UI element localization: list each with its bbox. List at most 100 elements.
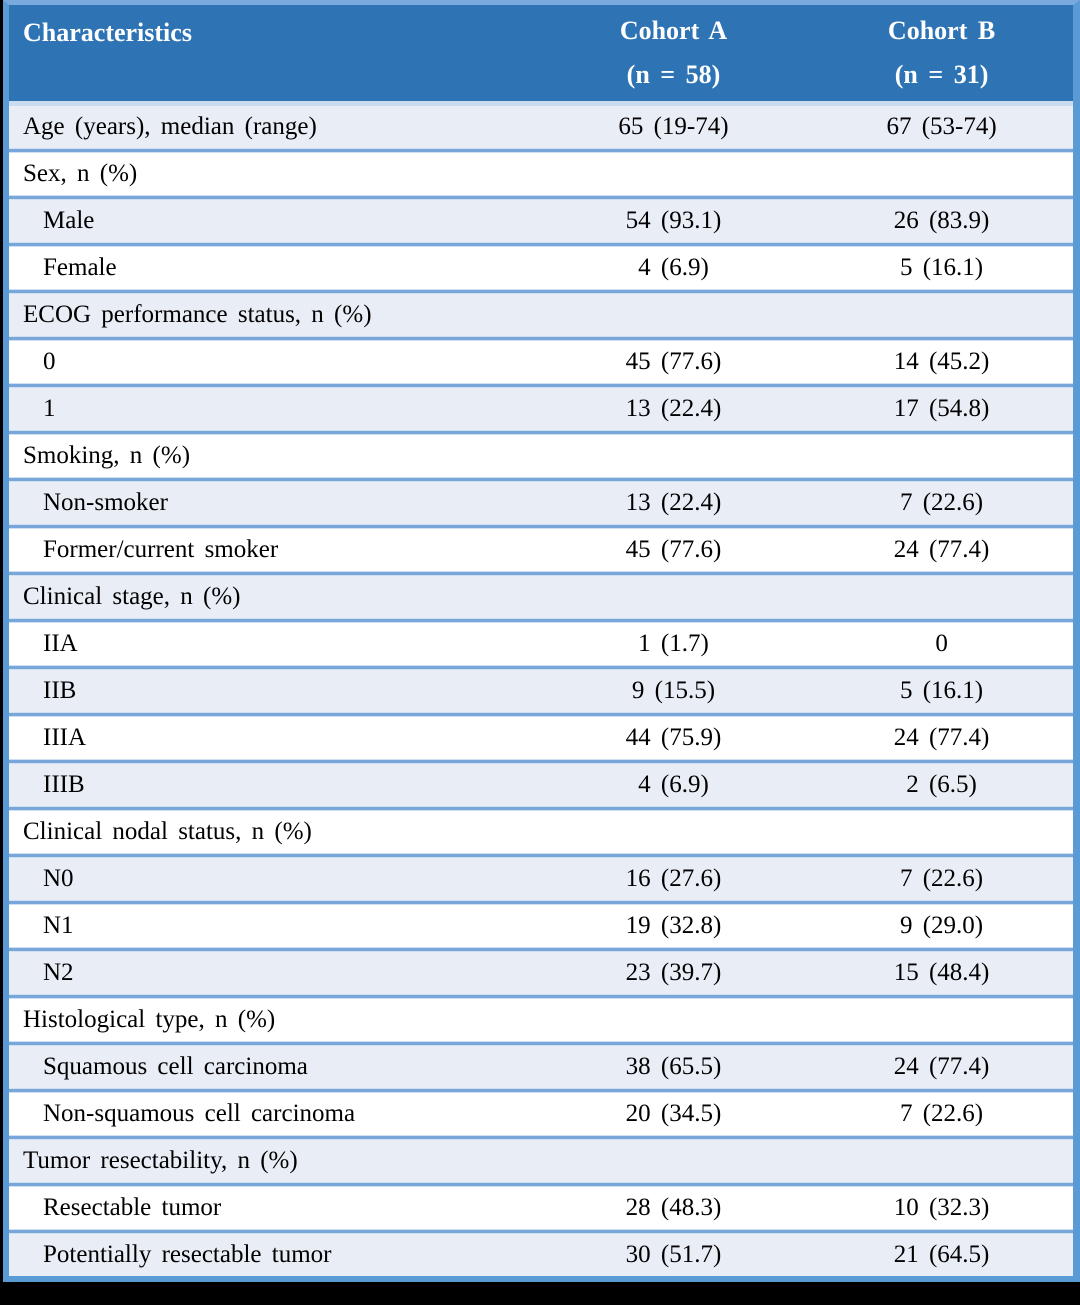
row-label: IIA [43, 630, 78, 657]
cohort-b-value: 0 [935, 630, 948, 657]
row-divider [9, 336, 1073, 341]
table-row-iib: IIB 9 (15.5) 5 (16.1) [9, 670, 1073, 712]
row-label: N0 [43, 865, 74, 892]
table-row-resectability: Tumor resectability, n (%) [9, 1140, 1073, 1182]
header-cohort-a: Cohort A (n = 58) [537, 5, 810, 101]
row-divider [9, 1041, 1073, 1046]
cohort-b-value: 14 (45.2) [893, 348, 990, 375]
row-divider [9, 900, 1073, 905]
row-divider [9, 712, 1073, 717]
table-row-former-smoker: Former/current smoker 45 (77.6) 24 (77.4… [9, 529, 1073, 571]
cohort-b-value: 24 (77.4) [893, 536, 990, 563]
table-row-clinical-stage: Clinical stage, n (%) [9, 576, 1073, 618]
row-divider [9, 477, 1073, 482]
table-row-iia: IIA 1 (1.7) 0 [9, 623, 1073, 665]
row-divider [9, 759, 1073, 764]
header-characteristics: Characteristics [23, 18, 192, 47]
row-divider [9, 947, 1073, 952]
row-label: 1 [43, 395, 56, 422]
row-divider [9, 242, 1073, 247]
cohort-b-value: 7 (22.6) [899, 1100, 984, 1127]
cohort-a-value: 9 (15.5) [631, 677, 716, 704]
cohort-a-value: 30 (51.7) [625, 1241, 722, 1268]
cohort-a-value: 16 (27.6) [625, 865, 722, 892]
cohort-b-value: 9 (29.0) [899, 912, 984, 939]
cohort-a-value: 13 (22.4) [625, 489, 722, 516]
row-label: IIB [43, 677, 77, 704]
cohort-b-value: 2 (6.5) [906, 771, 977, 798]
cohort-b-value: 24 (77.4) [893, 724, 990, 751]
cohort-a-label: Cohort A [619, 16, 728, 45]
header-divider [9, 101, 1073, 106]
table-row-male: Male 54 (93.1) 26 (83.9) [9, 200, 1073, 242]
cohort-a-value: 13 (22.4) [625, 395, 722, 422]
cohort-b-value: 17 (54.8) [893, 395, 990, 422]
cohort-a-n: (n = 58) [626, 60, 721, 89]
row-label: Histological type, n (%) [23, 1006, 276, 1033]
row-label: N2 [43, 959, 74, 986]
cohort-b-value: 67 (53-74) [886, 113, 997, 140]
table-row-non-smoker: Non-smoker 13 (22.4) 7 (22.6) [9, 482, 1073, 524]
cohort-a-value: 54 (93.1) [625, 207, 722, 234]
cohort-b-value: 10 (32.3) [893, 1194, 990, 1221]
row-divider [9, 994, 1073, 999]
row-divider [9, 430, 1073, 435]
cohort-b-value: 26 (83.9) [893, 207, 990, 234]
cohort-b-value: 21 (64.5) [893, 1241, 990, 1268]
row-label: IIIA [43, 724, 87, 751]
table-row-sex: Sex, n (%) [9, 153, 1073, 195]
row-label: Squamous cell carcinoma [43, 1053, 308, 1080]
row-divider [9, 1229, 1073, 1234]
row-label: Resectable tumor [43, 1194, 222, 1221]
row-divider [9, 524, 1073, 529]
row-label: 0 [43, 348, 56, 375]
row-divider [9, 383, 1073, 388]
row-label: Clinical stage, n (%) [23, 583, 241, 610]
cohort-a-value: 28 (48.3) [625, 1194, 722, 1221]
row-divider [9, 1088, 1073, 1093]
row-divider [9, 1182, 1073, 1187]
row-label: Sex, n (%) [23, 160, 138, 187]
cohort-b-value: 7 (22.6) [899, 865, 984, 892]
header-cohort-b: Cohort B (n = 31) [810, 5, 1073, 101]
cohort-b-value: 5 (16.1) [899, 677, 984, 704]
table-row-iiib: IIIB 4 (6.9) 2 (6.5) [9, 764, 1073, 806]
cohort-a-value: 44 (75.9) [625, 724, 722, 751]
row-label: Non-smoker [43, 489, 168, 516]
table-row-female: Female 4 (6.9) 5 (16.1) [9, 247, 1073, 289]
row-divider [9, 806, 1073, 811]
row-label: Clinical nodal status, n (%) [23, 818, 312, 845]
cohort-b-n: (n = 31) [894, 60, 989, 89]
table-row-iiia: IIIA 44 (75.9) 24 (77.4) [9, 717, 1073, 759]
row-label: Potentially resectable tumor [43, 1241, 332, 1268]
row-divider [9, 618, 1073, 623]
cohort-a-value: 65 (19-74) [618, 113, 729, 140]
row-divider [9, 148, 1073, 153]
table-row-non-squamous: Non-squamous cell carcinoma 20 (34.5) 7 … [9, 1093, 1073, 1135]
cohort-a-value: 4 (6.9) [638, 254, 709, 281]
table-row-resectable: Resectable tumor 28 (48.3) 10 (32.3) [9, 1187, 1073, 1229]
row-label: Tumor resectability, n (%) [23, 1147, 298, 1174]
table-row-potentially-resectable: Potentially resectable tumor 30 (51.7) 2… [9, 1234, 1073, 1276]
row-divider [9, 571, 1073, 576]
row-label: Smoking, n (%) [23, 442, 191, 469]
row-divider [9, 853, 1073, 858]
table-row-smoking: Smoking, n (%) [9, 435, 1073, 477]
table-row-n0: N0 16 (27.6) 7 (22.6) [9, 858, 1073, 900]
row-divider [9, 289, 1073, 294]
cohort-b-value: 5 (16.1) [899, 254, 984, 281]
row-divider [9, 1135, 1073, 1140]
row-divider [9, 195, 1073, 200]
row-label: N1 [43, 912, 74, 939]
table-row-ecog: ECOG performance status, n (%) [9, 294, 1073, 336]
cohort-a-value: 45 (77.6) [625, 536, 722, 563]
table-row-n1: N1 19 (32.8) 9 (29.0) [9, 905, 1073, 947]
row-divider [9, 665, 1073, 670]
cohort-b-value: 15 (48.4) [893, 959, 990, 986]
cohort-a-value: 1 (1.7) [638, 630, 709, 657]
cohort-a-value: 23 (39.7) [625, 959, 722, 986]
cohort-a-value: 19 (32.8) [625, 912, 722, 939]
row-label: Male [43, 207, 95, 234]
table-row-n2: N2 23 (39.7) 15 (48.4) [9, 952, 1073, 994]
row-label: Age (years), median (range) [23, 113, 317, 140]
